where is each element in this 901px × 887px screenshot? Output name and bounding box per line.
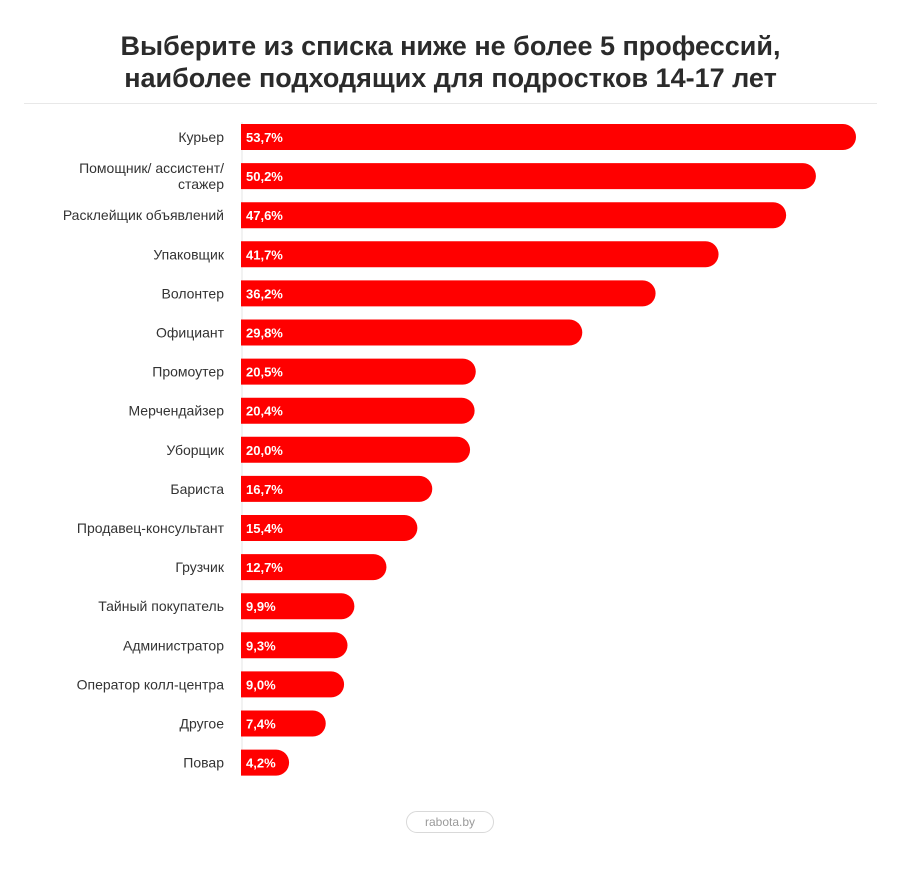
bar	[241, 358, 476, 385]
bar	[241, 632, 348, 659]
category-label: Промоутер	[152, 364, 224, 380]
bar-value-label: 53,7%	[246, 130, 283, 145]
bar-value-label: 9,3%	[246, 638, 276, 653]
category-label: стажер	[178, 176, 224, 192]
bar	[241, 397, 475, 424]
category-label: Официант	[156, 325, 225, 341]
bar-value-label: 41,7%	[246, 247, 283, 262]
title-divider	[24, 103, 877, 104]
bar	[241, 671, 345, 698]
bar-value-label: 20,5%	[246, 365, 283, 380]
category-label: Оператор колл-центра	[77, 676, 225, 692]
bar	[241, 280, 656, 307]
bar-value-label: 50,2%	[246, 169, 283, 184]
chart-title: Выберите из списка ниже не более 5 профе…	[0, 30, 901, 94]
category-label: Курьер	[178, 129, 224, 145]
category-label: Бариста	[170, 481, 224, 497]
category-label: Уборщик	[166, 442, 225, 458]
bar	[241, 749, 290, 776]
category-label: Грузчик	[175, 559, 224, 575]
bar	[241, 554, 387, 581]
category-label: Администратор	[123, 637, 224, 653]
chart-title-line-1: Выберите из списка ниже не более 5 профе…	[120, 31, 781, 61]
category-label: Расклейщик объявлений	[63, 207, 224, 223]
bar	[241, 241, 719, 268]
bar-value-label: 16,7%	[246, 482, 283, 497]
bar	[241, 163, 816, 190]
category-label: Тайный покупатель	[98, 598, 224, 614]
bar	[241, 710, 326, 737]
category-label: Волонтер	[162, 285, 225, 301]
bar-value-label: 20,4%	[246, 404, 283, 419]
bar	[241, 202, 787, 229]
bar-value-label: 4,2%	[246, 756, 276, 771]
bar-value-label: 15,4%	[246, 521, 283, 536]
category-label: Помощник/ ассистент/	[79, 160, 224, 176]
category-label: Упаковщик	[153, 246, 224, 262]
bar	[241, 124, 856, 150]
bar-value-label: 9,0%	[246, 677, 276, 692]
bar	[241, 475, 433, 502]
category-label: Мерчендайзер	[128, 403, 224, 419]
source-badge: rabota.by	[406, 811, 494, 833]
bar	[241, 436, 471, 463]
category-label: Продавец-консультант	[77, 520, 225, 536]
bar	[241, 319, 583, 346]
category-label: Другое	[180, 716, 225, 732]
chart-title-line-2: наиболее подходящих для подростков 14-17…	[124, 63, 777, 93]
bar	[241, 515, 418, 541]
bar-value-label: 7,4%	[246, 717, 276, 732]
bar-value-label: 20,0%	[246, 443, 283, 458]
category-label: Повар	[183, 755, 224, 771]
bar-value-label: 36,2%	[246, 286, 283, 301]
bar-value-label: 9,9%	[246, 599, 276, 614]
bar-value-label: 29,8%	[246, 326, 283, 341]
bar-value-label: 12,7%	[246, 560, 283, 575]
bar	[241, 593, 355, 620]
bar-value-label: 47,6%	[246, 208, 283, 223]
